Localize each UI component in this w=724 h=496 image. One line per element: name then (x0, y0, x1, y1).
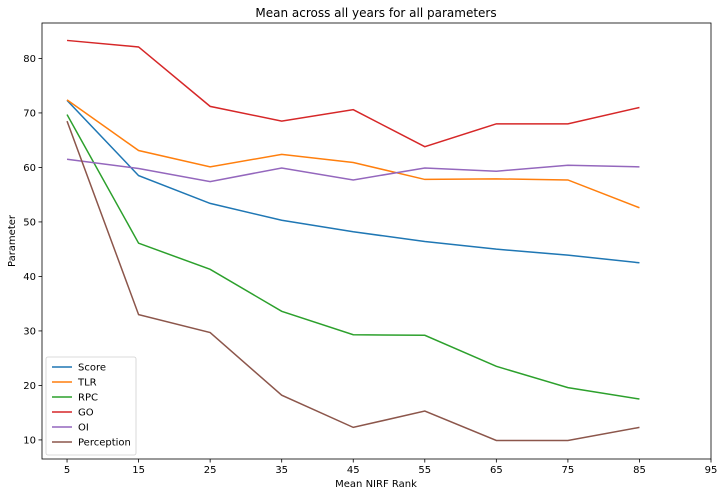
x-tick-label: 5 (64, 465, 70, 476)
y-tick-label: 60 (23, 163, 36, 174)
y-axis-label: Parameter (7, 214, 18, 267)
legend: Score TLR RPC GO OI Perception (45, 356, 137, 456)
legend-label: OI (78, 423, 89, 434)
legend-label: GO (78, 408, 94, 419)
y-tick-label: 70 (23, 108, 36, 119)
y-axis: 10 20 30 40 50 60 70 80 (23, 54, 42, 446)
series-line-score (66, 99, 640, 264)
legend-label: RPC (78, 393, 98, 404)
y-tick-label: 30 (23, 326, 36, 337)
y-tick-label: 80 (23, 54, 36, 65)
y-tick-label: 40 (23, 272, 36, 283)
legend-label: Perception (78, 438, 131, 449)
series-line-perception (66, 120, 640, 442)
y-tick-label: 20 (23, 381, 36, 392)
y-tick-label: 50 (23, 217, 36, 228)
series-line-rpc (66, 114, 640, 400)
x-tick-label: 55 (418, 465, 431, 476)
series-lines (66, 39, 640, 442)
x-tick-label: 15 (132, 465, 145, 476)
series-line-oi (66, 158, 640, 183)
series-line-tlr (66, 99, 640, 209)
legend-label: TLR (77, 378, 97, 389)
plot-area (41, 22, 712, 460)
x-tick-label: 45 (347, 465, 360, 476)
x-axis: 5 15 25 35 45 55 65 75 85 95 (64, 459, 718, 476)
x-tick-label: 75 (562, 465, 575, 476)
chart-title: Mean across all years for all parameters (255, 6, 496, 20)
x-tick-label: 35 (275, 465, 288, 476)
x-tick-label: 25 (204, 465, 217, 476)
y-tick-label: 10 (23, 435, 36, 446)
x-tick-label: 65 (490, 465, 503, 476)
series-line-go (66, 39, 640, 148)
x-tick-label: 95 (705, 465, 718, 476)
legend-label: Score (78, 363, 106, 374)
x-tick-label: 85 (633, 465, 646, 476)
x-axis-label: Mean NIRF Rank (335, 479, 417, 490)
